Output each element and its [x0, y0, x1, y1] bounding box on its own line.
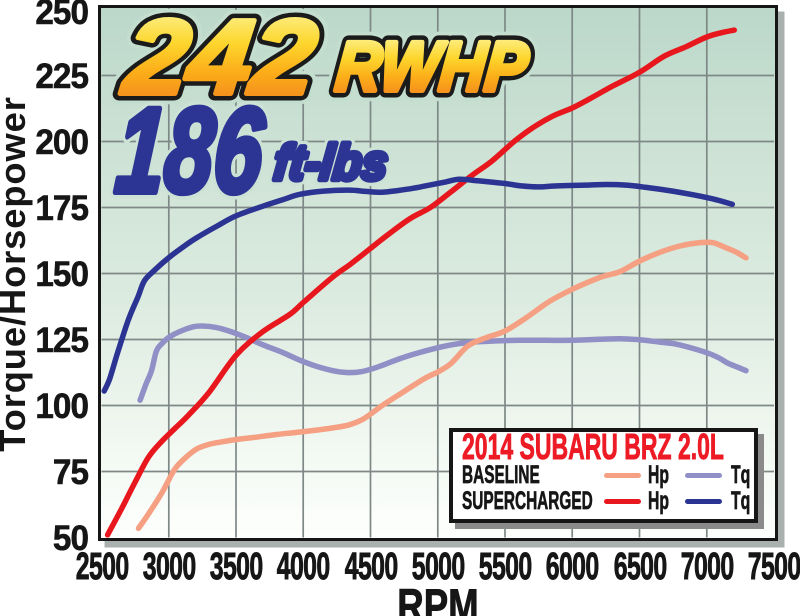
- svg-text:RWHP: RWHP: [333, 29, 532, 107]
- svg-text:242: 242: [117, 0, 322, 117]
- svg-text:186: 186: [111, 83, 269, 218]
- svg-text:186: 186: [111, 83, 269, 218]
- svg-text:RWHP: RWHP: [333, 29, 532, 107]
- svg-text:ft-lbs: ft-lbs: [271, 135, 390, 191]
- svg-text:242: 242: [117, 0, 322, 117]
- svg-text:ft-lbs: ft-lbs: [271, 135, 390, 191]
- svg-text:242: 242: [117, 0, 322, 117]
- svg-text:RWHP: RWHP: [333, 29, 532, 107]
